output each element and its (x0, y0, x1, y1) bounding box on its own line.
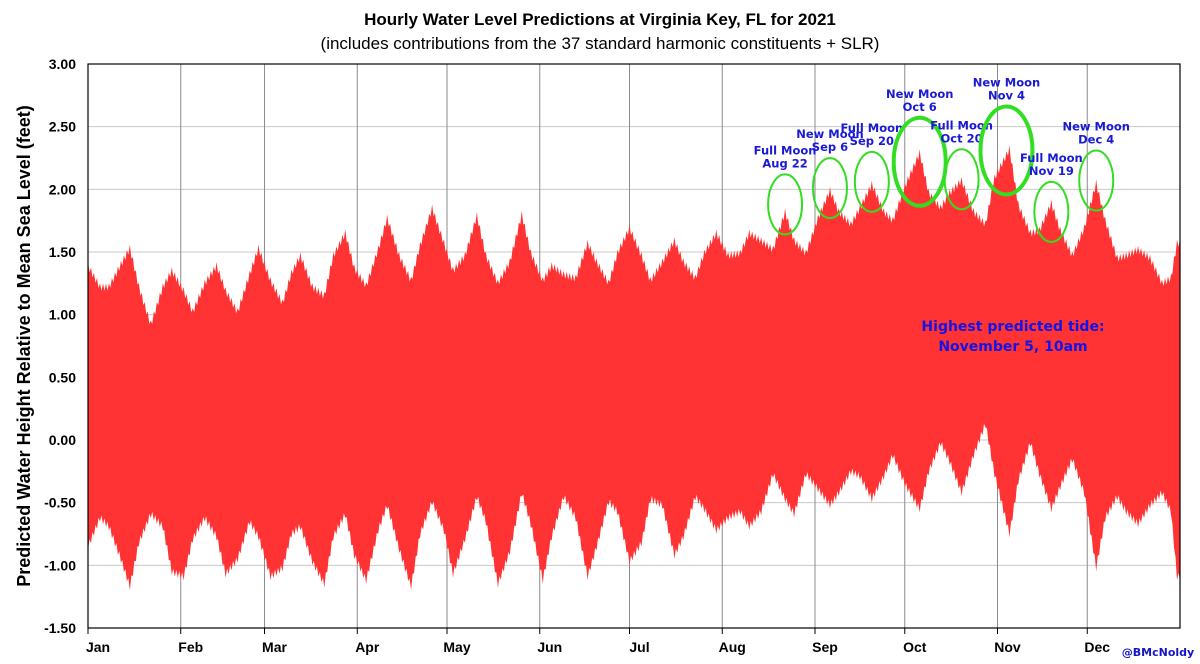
plot-border (87, 63, 1181, 629)
moon-label-phase: New Moon (886, 87, 953, 101)
x-tick-label: Oct (903, 639, 927, 655)
tide-range-fill (88, 145, 1180, 591)
y-tick-label: 3.00 (49, 56, 76, 72)
x-tick-label: Jun (537, 639, 562, 655)
moon-label-phase: Full Moon (840, 121, 903, 135)
moon-label-date: Nov 19 (1029, 164, 1074, 178)
x-tick-label: Nov (994, 639, 1021, 655)
y-tick-labels: 3.00 2.50 2.00 1.50 1.00 0.50 0.00 -0.50 -1.00 -1… (44, 56, 76, 636)
moon-label-phase: New Moon (1062, 120, 1129, 134)
y-tick-label: 1.50 (49, 244, 76, 260)
y-tick-label: 0.00 (49, 432, 76, 448)
y-tick-label: -1.00 (44, 557, 76, 573)
x-tick-label: May (443, 639, 470, 655)
moon-label-date: Sep 6 (812, 140, 848, 154)
moon-peak-ring (978, 104, 1035, 197)
highest-tide-note-line2: November 5, 10am (938, 339, 1087, 355)
y-tick-label: -1.50 (44, 620, 76, 636)
chart-title: Hourly Water Level Predictions at Virgin… (364, 10, 836, 29)
highest-tide-note-line1: Highest predicted tide: (921, 319, 1104, 335)
x-tick-label: Jan (86, 639, 110, 655)
moon-label-phase: Full Moon (1020, 151, 1083, 165)
moon-label-date: Oct 6 (903, 100, 937, 114)
moon-label-date: Dec 4 (1078, 133, 1114, 147)
moon-peak-ring (1033, 180, 1070, 243)
moon-label-date: Oct 20 (941, 131, 983, 145)
moon-peak-ring (767, 173, 804, 236)
x-tick-label: Dec (1084, 639, 1110, 655)
x-tick-label: Jul (629, 639, 649, 655)
tide-area (88, 145, 1180, 591)
author-credit: @BMcNoldy (1122, 646, 1194, 659)
moon-peak-ring (853, 150, 890, 213)
x-tick-label: Mar (262, 639, 287, 655)
moon-label-phase: Full Moon (754, 143, 817, 157)
y-tick-label: 2.50 (49, 119, 76, 135)
moon-label-phase: New Moon (973, 75, 1040, 89)
x-tick-label: Apr (355, 639, 380, 655)
y-axis-label: Predicted Water Height Relative to Mean … (14, 105, 34, 586)
y-tick-label: 2.00 (49, 181, 76, 197)
x-tick-label: Aug (719, 639, 746, 655)
y-tick-label: 1.00 (49, 307, 76, 323)
moon-peak-ring (943, 148, 980, 211)
moon-label-phase: Full Moon (930, 118, 993, 132)
y-tick-label: -0.50 (44, 495, 76, 511)
x-tick-label: Sep (812, 639, 838, 655)
y-tick-label: 0.50 (49, 369, 76, 385)
moon-peak-ring (1078, 149, 1115, 212)
moon-peak-ring (891, 115, 948, 208)
moon-peak-ring (811, 157, 848, 220)
x-tick-label: Feb (178, 639, 203, 655)
x-tick-labels: Jan Feb Mar Apr May Jun Jul Aug Sep Oct Nov Dec (86, 639, 1110, 655)
chart-subtitle: (includes contributions from the 37 stan… (321, 34, 880, 53)
moon-label-phase: New Moon (796, 127, 863, 141)
moon-label-date: Nov 4 (988, 88, 1025, 102)
plot-frame (87, 63, 1181, 634)
moon-label-date: Sep 20 (850, 134, 894, 148)
moon-label-date: Aug 22 (762, 156, 807, 170)
